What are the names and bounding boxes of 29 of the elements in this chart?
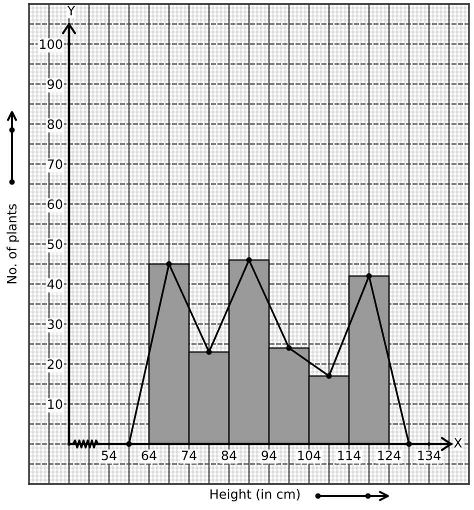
y-tick-label: 50 bbox=[48, 239, 62, 250]
y-tick-label: 20 bbox=[48, 359, 62, 370]
y-tick-label: 40 bbox=[47, 279, 62, 290]
point bbox=[366, 273, 372, 279]
y-tick-label: 100 bbox=[40, 39, 62, 50]
point bbox=[326, 373, 332, 379]
y-tick-label: 10 bbox=[48, 399, 62, 410]
y-tick-label: 30 bbox=[48, 319, 62, 330]
x-tick-label: 94 bbox=[262, 450, 276, 460]
x-tick-label: 54 bbox=[102, 450, 116, 460]
point bbox=[166, 261, 172, 267]
x-tick-label: 104 bbox=[298, 450, 320, 460]
x-axis-title: Height (in cm) bbox=[210, 489, 300, 502]
annotation: Y bbox=[67, 6, 76, 16]
x-tick-label: 74 bbox=[182, 450, 196, 460]
y-tick-label: 70 bbox=[48, 159, 62, 170]
x-tick-label: 134 bbox=[418, 450, 440, 460]
y-axis-title: No. of plants bbox=[6, 204, 19, 284]
x-tick-label: 84 bbox=[222, 450, 236, 460]
x-tick-label: 64 bbox=[142, 450, 156, 460]
point bbox=[246, 257, 252, 263]
annotation: X bbox=[454, 438, 462, 448]
y-tick-label: 60 bbox=[48, 199, 62, 210]
x-tick-label: 114 bbox=[338, 450, 360, 460]
y-tick-label: 80 bbox=[48, 119, 62, 130]
y-tick-label: 90 bbox=[48, 79, 62, 90]
x-tick-label: 124 bbox=[378, 450, 400, 460]
point bbox=[286, 345, 292, 351]
point bbox=[206, 349, 212, 355]
